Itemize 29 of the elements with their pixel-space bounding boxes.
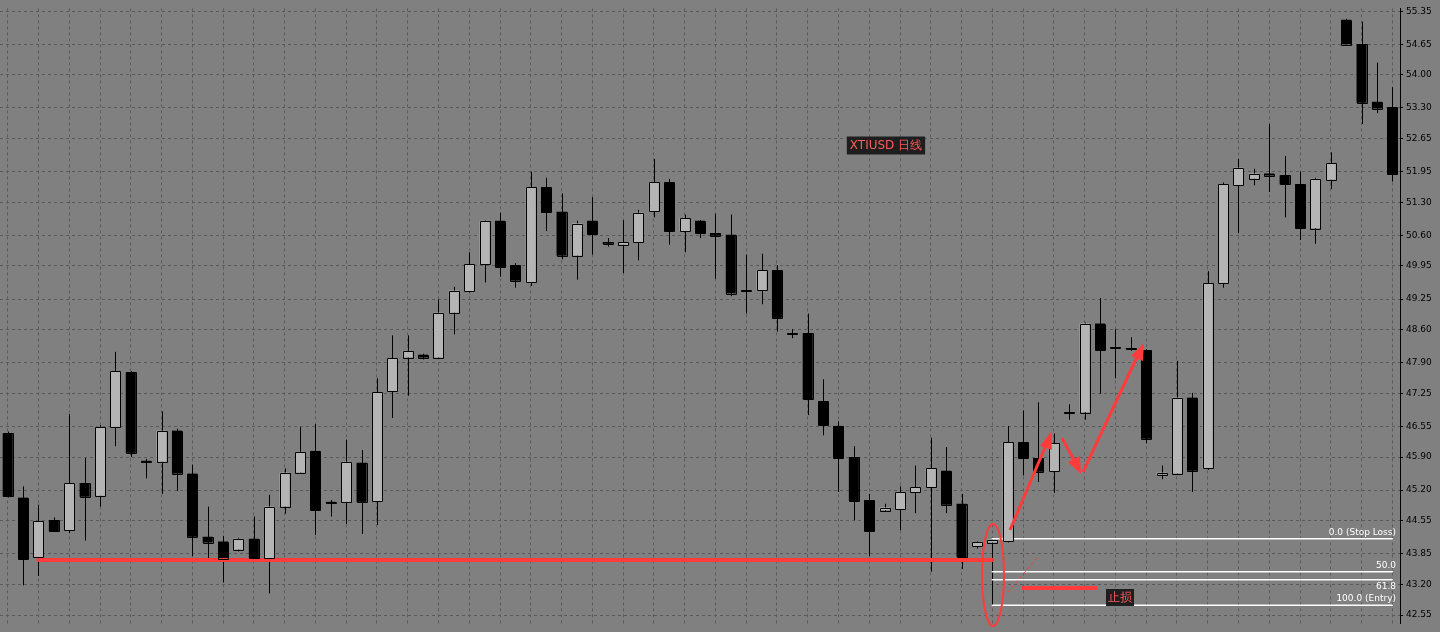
y-tick-label: 49.25: [1406, 293, 1432, 304]
series-label: 50.0: [1375, 559, 1397, 570]
y-tick-label: 55.35: [1406, 5, 1432, 16]
y-tick-label: 54.00: [1406, 69, 1433, 80]
y-tick-label: 45.20: [1406, 484, 1433, 495]
candlestick: [741, 254, 752, 315]
y-tick-label: 47.25: [1406, 387, 1432, 398]
annotation: 止损: [1106, 589, 1134, 606]
series-label: 0.0 (Stop Loss): [1328, 526, 1396, 537]
y-tick-label: 45.90: [1406, 451, 1433, 462]
series-label: 100.0 (Entry): [1336, 593, 1396, 604]
y-tick-label: 50.60: [1406, 229, 1433, 240]
y-tick-label: 43.85: [1406, 548, 1432, 559]
series-label: 61.8: [1375, 580, 1397, 591]
y-tick-label: 43.20: [1406, 578, 1433, 589]
y-tick-label: 49.95: [1406, 260, 1432, 271]
text: XTIUSD 日线: [849, 137, 923, 152]
y-tick-label: 42.55: [1406, 609, 1432, 620]
y-tick-label: 44.55: [1406, 515, 1432, 526]
candlestick: [1233, 158, 1244, 234]
candlestick: [1110, 328, 1121, 379]
y-tick-label: 52.65: [1406, 132, 1432, 143]
y-tick-label: 51.95: [1406, 165, 1432, 176]
y-tick-label: 48.60: [1406, 324, 1433, 335]
y-tick-label: 54.65: [1406, 38, 1432, 49]
y-tick-label: 47.90: [1406, 357, 1433, 368]
y-tick-label: 51.30: [1406, 196, 1433, 207]
y-tick-label: 46.55: [1406, 420, 1432, 431]
y-tick-label: 53.30: [1406, 102, 1433, 113]
